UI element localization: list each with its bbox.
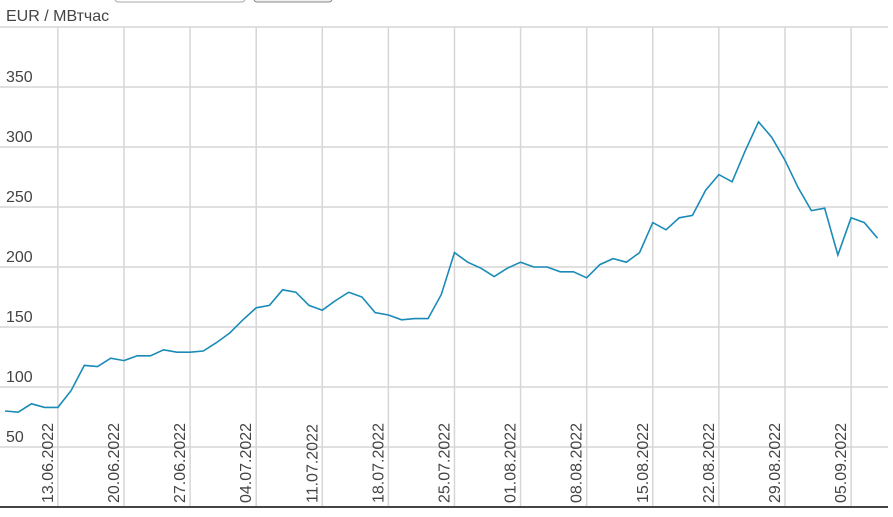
- button[interactable]: [253, 0, 333, 3]
- data-line: [4, 120, 879, 414]
- y-tick-label: 300: [6, 129, 33, 146]
- x-tick-label: 18.07.2022: [370, 423, 387, 503]
- x-tick-label: 05.09.2022: [833, 423, 850, 503]
- x-tick-label: 04.07.2022: [238, 423, 255, 503]
- y-tick-label: 350: [6, 69, 33, 86]
- x-tick-label: 15.08.2022: [635, 423, 652, 503]
- x-tick-label: 27.06.2022: [172, 423, 189, 503]
- x-tick-label: 20.06.2022: [106, 423, 123, 503]
- y-tick-label: 100: [6, 369, 33, 386]
- y-tick-label: 200: [6, 249, 33, 266]
- x-tick-label: 11.07.2022: [304, 424, 321, 503]
- y-tick-label: 250: [6, 189, 33, 206]
- y-axis-label: EUR / МВтчас: [6, 8, 109, 25]
- x-tick-label: 22.08.2022: [701, 423, 718, 503]
- y-tick-label: 150: [6, 309, 33, 326]
- input-box[interactable]: [114, 0, 246, 3]
- x-tick-label: 25.07.2022: [436, 423, 453, 503]
- x-tick-label: 01.08.2022: [503, 423, 520, 503]
- x-tick-label: 29.08.2022: [767, 423, 784, 503]
- x-tick-label: 13.06.2022: [40, 423, 57, 503]
- x-tick-label: 08.08.2022: [569, 423, 586, 503]
- y-tick-label: 50: [6, 429, 24, 446]
